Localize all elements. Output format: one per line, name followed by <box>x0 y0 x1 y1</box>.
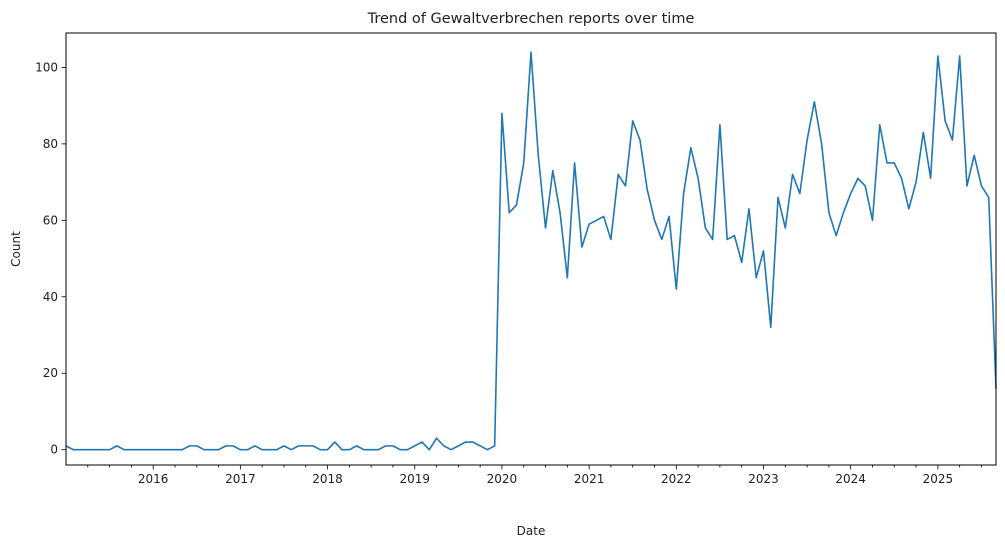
series-line <box>65 51 997 451</box>
x-axis: 2016 2017 2018 2019 2020 2021 2022 2023 2024 2025 <box>87 465 982 486</box>
x-tick-label: 2019 <box>399 472 430 486</box>
chart-title: Trend of Gewaltverbrechen reports over t… <box>367 11 695 27</box>
y-tick-label: 40 <box>43 290 58 304</box>
y-tick-label: 0 <box>50 443 58 457</box>
y-tick-label: 100 <box>35 60 58 74</box>
y-axis-label: Count <box>9 231 23 267</box>
x-tick-label: 2025 <box>923 472 954 486</box>
y-tick-label: 20 <box>43 366 58 380</box>
x-axis-label: Date <box>517 524 546 538</box>
x-tick-label: 2020 <box>487 472 518 486</box>
x-tick-label: 2016 <box>138 472 169 486</box>
y-axis: 0 20 40 60 80 100 <box>35 60 66 457</box>
y-tick-label: 80 <box>43 137 58 151</box>
x-tick-label: 2024 <box>835 472 866 486</box>
x-tick-label: 2022 <box>661 472 692 486</box>
x-tick-label: 2023 <box>748 472 779 486</box>
x-tick-label: 2021 <box>574 472 605 486</box>
y-tick-label: 60 <box>43 213 58 227</box>
plot-frame <box>65 32 997 466</box>
plot-area <box>65 51 997 451</box>
x-tick-label: 2017 <box>225 472 256 486</box>
x-tick-label: 2018 <box>312 472 343 486</box>
